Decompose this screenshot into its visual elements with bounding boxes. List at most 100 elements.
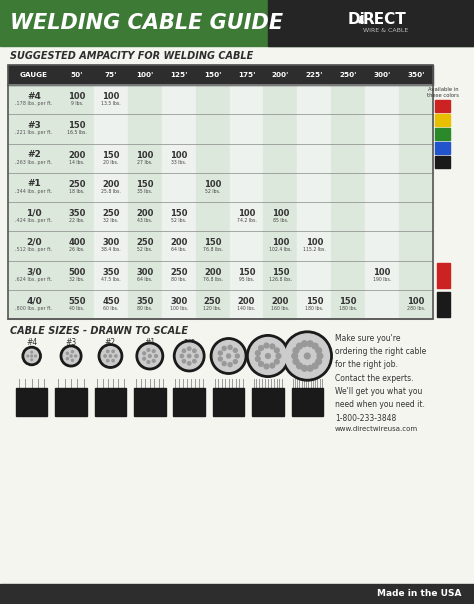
Bar <box>435 142 450 154</box>
Circle shape <box>307 341 313 347</box>
Circle shape <box>312 363 318 368</box>
Text: 150: 150 <box>272 268 289 277</box>
Text: 50': 50' <box>71 72 83 78</box>
Text: 350: 350 <box>136 297 154 306</box>
Circle shape <box>70 355 72 357</box>
Circle shape <box>259 362 264 367</box>
Bar <box>365 85 399 319</box>
Circle shape <box>270 363 275 368</box>
Bar <box>8 65 433 319</box>
Text: 180 lbs.: 180 lbs. <box>339 306 357 311</box>
Text: 225': 225' <box>306 72 323 78</box>
Circle shape <box>317 353 323 359</box>
Circle shape <box>107 350 109 353</box>
Text: 1-800-233-3848: 1-800-233-3848 <box>335 414 396 423</box>
Text: 3/0: 3/0 <box>26 267 42 276</box>
Text: Contact the experts.
We'll get you what you
need when you need it.: Contact the experts. We'll get you what … <box>335 374 425 410</box>
Text: 150: 150 <box>136 180 154 189</box>
Text: 14 lbs.: 14 lbs. <box>69 159 85 165</box>
Text: 33 lbs.: 33 lbs. <box>171 159 186 165</box>
Bar <box>264 85 297 319</box>
Text: #4: #4 <box>27 92 41 101</box>
Circle shape <box>193 359 196 363</box>
Text: 52 lbs.: 52 lbs. <box>137 248 153 252</box>
Text: CABLE SIZES - DRAWN TO SCALE: CABLE SIZES - DRAWN TO SCALE <box>10 326 188 336</box>
Bar <box>331 85 365 319</box>
Circle shape <box>147 349 150 352</box>
Text: 200: 200 <box>272 297 289 306</box>
Text: .624 lbs. per ft.: .624 lbs. per ft. <box>15 277 53 281</box>
Text: 150: 150 <box>306 297 323 306</box>
Circle shape <box>143 352 146 355</box>
Text: 150: 150 <box>238 268 255 277</box>
Text: 4/0: 4/0 <box>301 338 313 347</box>
Text: 150': 150' <box>204 72 221 78</box>
Text: 2/0: 2/0 <box>222 338 235 347</box>
Text: 85 lbs.: 85 lbs. <box>273 218 288 223</box>
Text: 13.5 lbs.: 13.5 lbs. <box>101 101 121 106</box>
Circle shape <box>235 354 239 358</box>
Text: 450: 450 <box>102 297 119 306</box>
Text: 47.5 lbs.: 47.5 lbs. <box>101 277 121 281</box>
Circle shape <box>101 347 120 365</box>
Bar <box>435 114 450 126</box>
Circle shape <box>233 359 237 364</box>
Text: 76.8 lbs.: 76.8 lbs. <box>202 248 223 252</box>
Text: 250: 250 <box>136 239 154 248</box>
Bar <box>8 65 433 85</box>
Circle shape <box>60 345 82 367</box>
Text: .344 lbs. per ft.: .344 lbs. per ft. <box>15 189 53 194</box>
Text: RECT: RECT <box>363 13 407 28</box>
Text: GAUGE: GAUGE <box>20 72 48 78</box>
Circle shape <box>274 359 279 364</box>
Text: Available in
these colors: Available in these colors <box>427 87 459 98</box>
Bar <box>196 85 229 319</box>
Text: Di: Di <box>348 13 366 28</box>
Circle shape <box>265 353 270 358</box>
Text: 52 lbs.: 52 lbs. <box>171 218 186 223</box>
Circle shape <box>188 347 191 350</box>
Text: .263 lbs. per ft.: .263 lbs. per ft. <box>15 159 53 165</box>
Bar <box>0 584 474 604</box>
Circle shape <box>188 362 191 365</box>
Text: 350: 350 <box>68 209 86 218</box>
Circle shape <box>66 358 68 360</box>
Circle shape <box>301 341 307 347</box>
Text: 16.5 lbs.: 16.5 lbs. <box>67 130 87 135</box>
Circle shape <box>307 365 313 371</box>
Circle shape <box>35 355 36 357</box>
Text: .424 lbs. per ft.: .424 lbs. per ft. <box>15 218 53 223</box>
Text: 120 lbs.: 120 lbs. <box>203 306 222 311</box>
Circle shape <box>188 355 191 358</box>
Text: 250: 250 <box>170 268 187 277</box>
Text: Make sure you're
ordering the right cable
for the right job.: Make sure you're ordering the right cabl… <box>335 334 426 370</box>
Circle shape <box>222 362 226 365</box>
Text: 40 lbs.: 40 lbs. <box>69 306 84 311</box>
Bar <box>60 85 94 319</box>
Text: 95 lbs.: 95 lbs. <box>239 277 254 281</box>
Bar <box>437 263 450 288</box>
Text: 4/0: 4/0 <box>26 297 42 306</box>
Text: 200: 200 <box>238 297 255 306</box>
Circle shape <box>173 340 205 371</box>
Bar <box>128 85 162 319</box>
Text: #3: #3 <box>65 338 77 347</box>
Text: 27 lbs.: 27 lbs. <box>137 159 153 165</box>
Text: 250: 250 <box>68 180 86 189</box>
Circle shape <box>143 358 146 360</box>
Bar <box>399 85 433 319</box>
Bar <box>213 388 244 416</box>
Circle shape <box>219 351 222 355</box>
Text: #1: #1 <box>27 179 41 188</box>
Text: 2/0: 2/0 <box>26 238 42 247</box>
Text: 250: 250 <box>102 209 119 218</box>
Text: WIRE & CABLE: WIRE & CABLE <box>363 28 408 33</box>
Text: 35 lbs.: 35 lbs. <box>137 189 153 194</box>
Text: 100: 100 <box>306 239 323 248</box>
Bar <box>162 85 196 319</box>
Bar <box>0 0 474 46</box>
Text: 300: 300 <box>136 268 154 277</box>
Bar <box>55 388 87 416</box>
Text: 100: 100 <box>374 268 391 277</box>
Text: 150: 150 <box>170 209 187 218</box>
